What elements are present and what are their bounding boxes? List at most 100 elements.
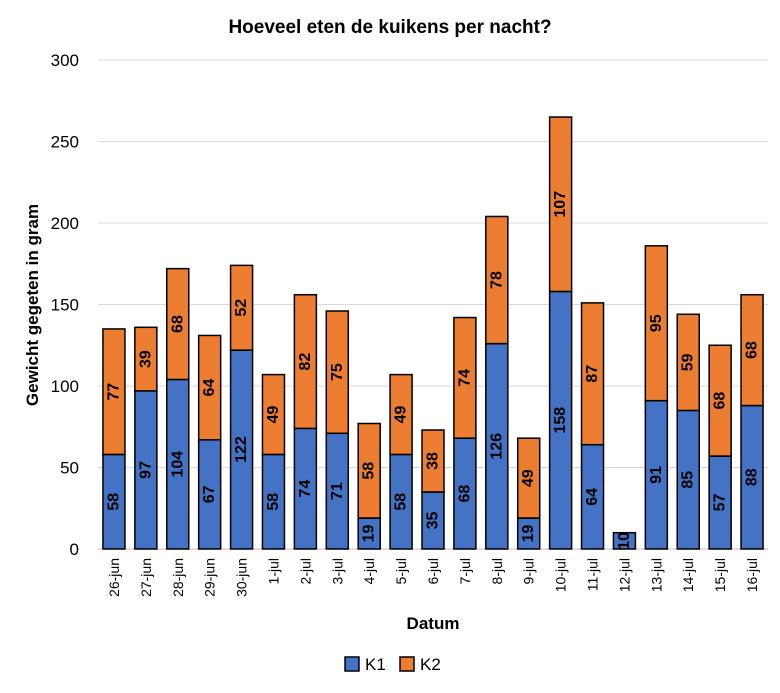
x-tick-label: 12-jul [616, 558, 632, 592]
bar-segment-k2 [229, 264, 254, 351]
x-tick-label: 28-jun [170, 558, 186, 597]
x-tick-label: 15-jul [712, 558, 728, 592]
data-label: 104 [169, 451, 186, 478]
x-tick-label: 6-jul [425, 558, 441, 584]
bar-segment-k2 [134, 326, 158, 392]
bar-segment-k1 [612, 531, 637, 550]
legend-swatch-k1 [344, 656, 360, 672]
legend: K1 K2 [344, 655, 441, 674]
data-label: 58 [265, 493, 282, 511]
data-label: 71 [329, 482, 346, 500]
data-label: 126 [488, 433, 505, 460]
bar-segment-k2 [357, 422, 381, 519]
data-label: 68 [169, 315, 186, 333]
bars [102, 116, 764, 550]
x-tick-label: 3-jul [329, 558, 345, 584]
x-tick-label: 30-jun [234, 558, 250, 597]
data-label: 19 [361, 525, 378, 543]
x-tick-label: 11-jul [585, 558, 601, 591]
x-tick-label: 5-jul [393, 558, 409, 584]
x-tick-label: 16-jul [744, 558, 760, 592]
data-label: 107 [552, 191, 569, 218]
data-label: 82 [297, 353, 314, 371]
legend-swatch-k2 [399, 656, 415, 672]
y-tick-label: 0 [70, 540, 79, 559]
x-tick-label: 10-jul [553, 558, 569, 592]
bar-segment-k2 [261, 373, 286, 456]
bar-segment-k2 [197, 334, 222, 441]
data-label: 59 [680, 353, 697, 371]
bar-segment-k2 [676, 313, 700, 412]
y-tick-label: 50 [60, 459, 79, 478]
data-label: 158 [552, 407, 569, 434]
data-label: 68 [712, 392, 729, 410]
x-axis-title: Datum [407, 614, 460, 633]
data-label: 75 [329, 363, 346, 381]
bar-segment-k2 [580, 302, 605, 446]
x-tick-label: 1-jul [265, 558, 281, 584]
chart-title: Hoeveel eten de kuikens per nacht? [228, 17, 551, 38]
data-label: 49 [265, 406, 282, 424]
x-tick-label: 7-jul [457, 558, 473, 584]
data-label: 68 [744, 341, 761, 359]
legend-label-k2: K2 [420, 655, 441, 674]
data-label: 97 [137, 461, 154, 479]
bar-segment-k2 [708, 344, 732, 457]
data-label: 64 [201, 379, 218, 397]
bar-segment-k2 [548, 116, 573, 293]
x-tick-label: 2-jul [297, 558, 313, 584]
y-tick-label: 200 [51, 214, 79, 233]
data-label: 95 [648, 314, 665, 332]
bar-segment-k2 [421, 429, 445, 493]
data-label: 77 [105, 383, 122, 401]
bar-segment-k2 [644, 245, 669, 402]
data-label: 19 [520, 525, 537, 543]
data-label: 74 [297, 480, 314, 498]
data-label: 74 [456, 369, 473, 387]
bar-segment-k2 [453, 316, 477, 439]
data-label: 78 [488, 271, 505, 289]
data-label: 85 [680, 471, 697, 489]
bar-segment-k2 [102, 328, 126, 456]
data-label: 39 [137, 350, 154, 368]
data-label: 10 [616, 532, 633, 550]
y-tick-label: 250 [51, 133, 79, 152]
data-labels: 58 77 97 39 104 68 67 64 122 52 58 49 74 82 71 75 19 58 58… [105, 191, 760, 550]
bar-segment-k2 [389, 373, 413, 456]
x-tick-label: 13-jul [648, 558, 664, 592]
y-tick-label: 100 [51, 377, 79, 396]
x-tick-label: 4-jul [361, 558, 377, 584]
data-label: 58 [393, 493, 410, 511]
x-tick-label: 14-jul [680, 558, 696, 592]
data-label: 67 [201, 485, 218, 503]
y-tick-label: 150 [51, 296, 79, 315]
x-tick-label: 27-jun [138, 558, 154, 597]
bar-segment-k2 [516, 437, 541, 519]
data-label: 49 [520, 469, 537, 487]
data-label: 35 [425, 511, 442, 529]
y-axis-title: Gewicht gegeten in gram [23, 204, 42, 406]
data-label: 64 [584, 488, 601, 506]
bar-segment-k2 [166, 267, 190, 381]
bar-segment-k2 [293, 293, 318, 430]
bar-segment-k2 [325, 310, 350, 435]
data-label: 49 [393, 406, 410, 424]
x-tick-label: 26-jun [106, 558, 122, 597]
data-label: 57 [712, 494, 729, 512]
data-label: 122 [233, 436, 250, 463]
data-label: 87 [584, 365, 601, 383]
data-label: 38 [425, 452, 442, 470]
data-label: 52 [233, 299, 250, 317]
data-label: 91 [648, 466, 665, 484]
data-label: 58 [361, 462, 378, 480]
x-axis-ticks: 26-jun 27-jun 28-jun 29-jun 30-jun 1-jul 2-jul… [106, 558, 760, 597]
x-tick-label: 29-jun [202, 558, 218, 597]
y-axis-ticks: 0 50 100 150 200 250 300 [51, 51, 79, 559]
y-tick-label: 300 [51, 51, 79, 70]
x-tick-label: 8-jul [489, 558, 505, 584]
data-label: 88 [744, 468, 761, 486]
data-label: 58 [105, 493, 122, 511]
bar-segment-k2 [740, 293, 764, 407]
legend-label-k1: K1 [365, 655, 386, 674]
